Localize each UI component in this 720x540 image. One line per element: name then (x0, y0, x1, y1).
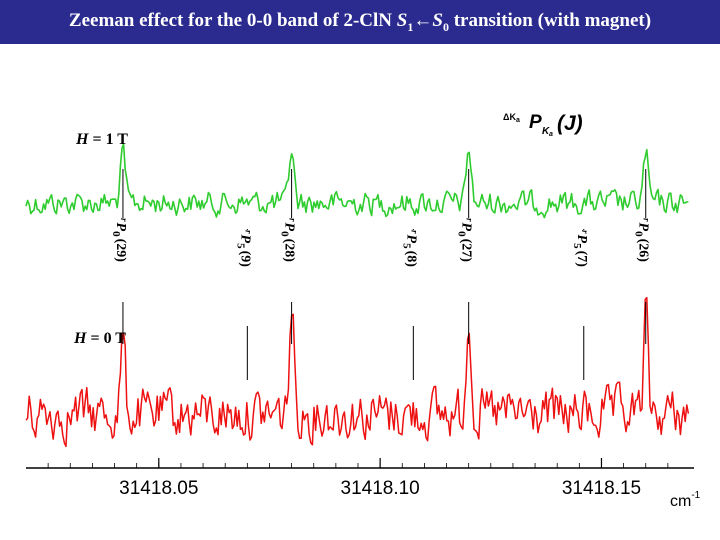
assignment-label: rP5(9) (234, 230, 253, 267)
formula-delta-k-sub: a (516, 117, 520, 124)
x-ticks: 31418.05 31418.10 31418.15 (47, 458, 669, 499)
x-axis-unit-text: cm (670, 493, 691, 510)
assignment-label: rP0(28) (279, 218, 298, 262)
x-axis-unit-sup: -1 (691, 490, 700, 501)
assignment-lines (122, 169, 647, 380)
title-s0-sub: 0 (442, 19, 449, 34)
traces-group (25, 143, 690, 448)
title-s1: S (396, 10, 408, 31)
title-text-1: Zeeman effect for the 0-0 band of 2-ClN (68, 10, 397, 31)
series-label-1T-value: = 1 T (92, 131, 128, 148)
x-tick-label: 31418.15 (562, 478, 641, 499)
assignment-label: rP5(8) (400, 230, 419, 267)
assignment-labels: rP0(29) rP5(9) rP0(28) rP5(8) rP0(27) rP5(7) r… (110, 218, 652, 267)
title-bar (0, 0, 720, 44)
title-text-2: transition (with magnet) (448, 10, 652, 31)
series-label-1T-H: H (75, 131, 89, 148)
formula-p: P (529, 112, 542, 133)
trace-1T (25, 143, 689, 219)
trace-0T (25, 296, 690, 448)
series-label-0T-H: H (73, 330, 87, 347)
formula-p-subsub: a (549, 131, 553, 138)
assignment-formula: ΔKa P K a (J) (503, 112, 583, 138)
title-arrow: ← (413, 10, 433, 31)
slide-title: Zeeman effect for the 0-0 band of 2-ClN … (0, 10, 720, 35)
series-label-0T-value: = 0 T (90, 330, 126, 347)
series-label-0T: H = 0 T (73, 330, 126, 347)
x-tick-label: 31418.05 (119, 478, 198, 499)
formula-j: (J) (557, 112, 583, 135)
series-label-1T: H = 1 T (75, 131, 128, 148)
spectrum-chart: rP0(29) rP5(9) rP0(28) rP5(8) rP0(27) rP5(7) r… (25, 112, 701, 510)
title-s0: S (432, 10, 443, 31)
formula-p-sub: K (542, 126, 550, 137)
x-tick-label: 31418.10 (341, 478, 420, 499)
assignment-label: rP0(29) (110, 218, 129, 262)
title-s1-sub: 1 (407, 19, 414, 34)
assignment-label: rP0(27) (456, 218, 475, 262)
assignment-label: rP0(26) (633, 218, 652, 262)
formula-delta-k: ΔK (503, 112, 516, 122)
assignment-label: rP5(7) (571, 230, 590, 267)
svg-text:ΔKa: ΔKa (503, 112, 520, 124)
x-axis-unit: cm-1 (670, 490, 701, 510)
